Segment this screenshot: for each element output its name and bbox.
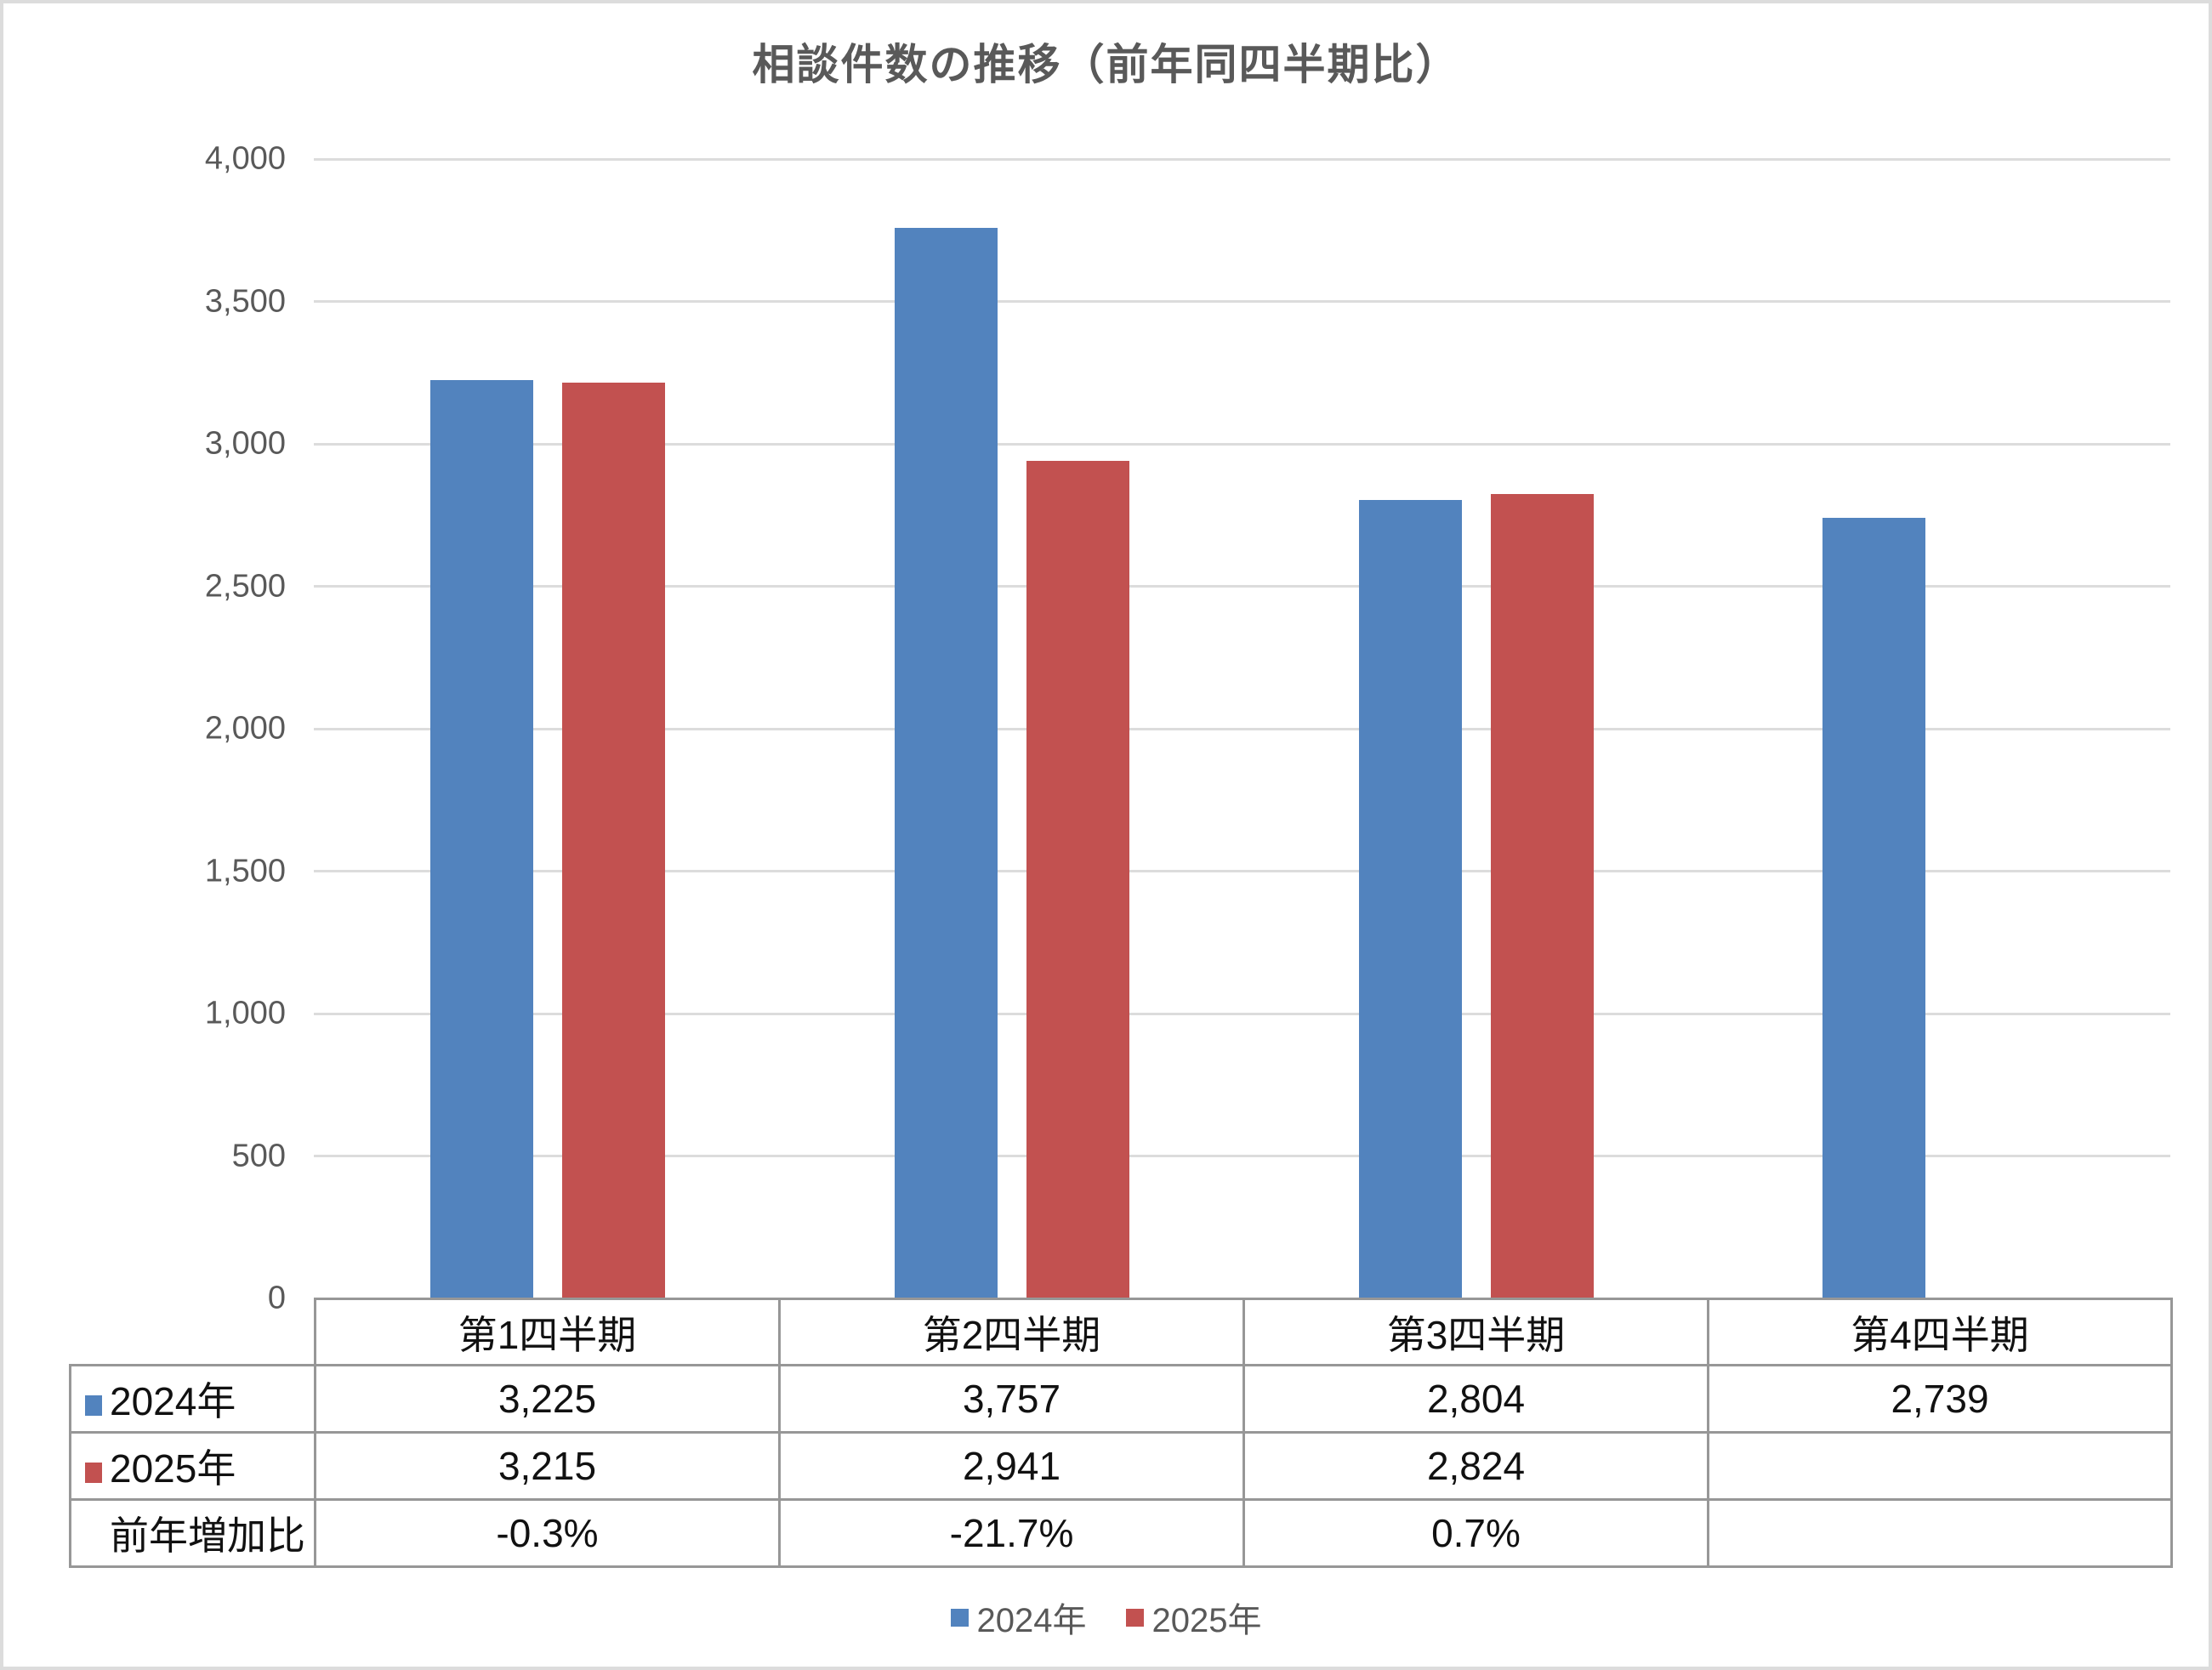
bar-2024年-第3四半期 bbox=[1358, 499, 1462, 1298]
chart-title: 相談件数の推移（前年同四半期比） bbox=[752, 41, 1460, 88]
table-cell: 3,225 bbox=[314, 1364, 781, 1434]
y-axis-tick-label: 500 bbox=[231, 1138, 286, 1173]
data-table: 第1四半期 第2四半期 第3四半期 第4四半期 2024年 3,225 3,757 2,804… bbox=[69, 1298, 2173, 1568]
gridline bbox=[314, 727, 2170, 730]
table-column-header: 第4四半期 bbox=[1707, 1298, 2173, 1366]
table-row-label: 2024年 bbox=[69, 1364, 316, 1434]
gridline bbox=[314, 1012, 2170, 1015]
table-row-label: 2025年 bbox=[69, 1431, 316, 1501]
legend-label: 2025年 bbox=[1151, 1602, 1262, 1639]
table-corner-cell bbox=[70, 1298, 316, 1366]
legend-swatch-icon bbox=[950, 1608, 969, 1627]
y-axis-tick-label: 1,000 bbox=[204, 995, 286, 1031]
table-row: 前年増加比 -0.3% -21.7% 0.7% bbox=[69, 1498, 2173, 1568]
table-cell: -0.3% bbox=[314, 1498, 781, 1568]
gridline bbox=[314, 300, 2170, 303]
bar-2024年-第2四半期 bbox=[894, 228, 998, 1298]
gridline bbox=[314, 585, 2170, 588]
table-row: 2024年 3,225 3,757 2,804 2,739 bbox=[69, 1364, 2173, 1434]
table-cell: 2,941 bbox=[778, 1431, 1245, 1501]
gridline bbox=[314, 1155, 2170, 1157]
table-cell: 0.7% bbox=[1242, 1498, 1709, 1568]
table-row-label: 前年増加比 bbox=[69, 1498, 316, 1568]
y-axis-tick-label: 2,500 bbox=[204, 568, 286, 604]
series-marker-icon bbox=[85, 1395, 102, 1416]
bar-2025年-第3四半期 bbox=[1490, 493, 1594, 1298]
y-axis-tick-label: 2,000 bbox=[204, 710, 286, 747]
table-cell: 2,739 bbox=[1707, 1364, 2173, 1434]
table-cell: 2,804 bbox=[1242, 1364, 1709, 1434]
table-column-header: 第1四半期 bbox=[314, 1298, 781, 1366]
legend-item: 2025年 bbox=[1125, 1593, 1262, 1642]
bar-2025年-第1四半期 bbox=[562, 382, 665, 1298]
table-cell bbox=[1707, 1431, 2173, 1501]
table-cell: 3,215 bbox=[314, 1431, 781, 1501]
table-cell: -21.7% bbox=[778, 1498, 1245, 1568]
table-row: 2025年 3,215 2,941 2,824 bbox=[69, 1431, 2173, 1501]
gridline bbox=[314, 870, 2170, 872]
bar-2024年-第1四半期 bbox=[430, 379, 533, 1298]
bar-2024年-第4四半期 bbox=[1822, 518, 1926, 1298]
y-axis-tick-label: 3,500 bbox=[204, 283, 286, 319]
table-cell bbox=[1707, 1498, 2173, 1568]
gridline bbox=[314, 157, 2170, 161]
table-column-header: 第3四半期 bbox=[1242, 1298, 1709, 1366]
legend-item: 2024年 bbox=[950, 1593, 1087, 1642]
series-marker-icon bbox=[85, 1463, 102, 1483]
table-cell: 2,824 bbox=[1242, 1431, 1709, 1501]
table-column-header: 第2四半期 bbox=[778, 1298, 1245, 1366]
y-axis-tick-label: 4,000 bbox=[204, 140, 286, 177]
legend-label: 2024年 bbox=[976, 1602, 1087, 1639]
legend-swatch-icon bbox=[1125, 1608, 1144, 1627]
chart-legend: 2024年 2025年 bbox=[3, 1597, 2209, 1639]
y-axis-tick-label: 3,000 bbox=[204, 425, 286, 462]
gridline bbox=[314, 442, 2170, 446]
table-cell: 3,757 bbox=[778, 1364, 1245, 1434]
bar-2025年-第2四半期 bbox=[1026, 460, 1129, 1298]
y-axis-tick-label: 1,500 bbox=[204, 853, 286, 889]
